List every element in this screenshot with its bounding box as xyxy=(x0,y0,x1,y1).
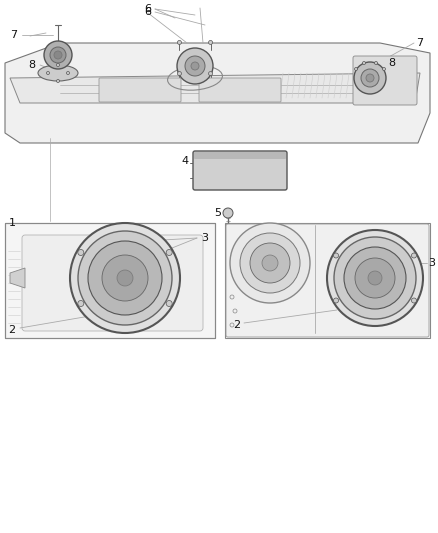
Circle shape xyxy=(354,62,386,94)
Text: 6: 6 xyxy=(145,7,152,17)
Text: 1: 1 xyxy=(8,218,15,228)
FancyBboxPatch shape xyxy=(22,235,203,331)
Text: 4: 4 xyxy=(181,156,189,166)
FancyBboxPatch shape xyxy=(353,56,417,105)
FancyBboxPatch shape xyxy=(226,224,429,337)
Text: 3: 3 xyxy=(428,258,435,268)
Circle shape xyxy=(54,51,62,59)
Circle shape xyxy=(363,61,365,64)
Circle shape xyxy=(250,243,290,283)
Circle shape xyxy=(411,253,417,258)
Circle shape xyxy=(355,258,395,298)
Text: 8: 8 xyxy=(389,58,396,68)
Circle shape xyxy=(240,233,300,293)
FancyBboxPatch shape xyxy=(99,78,181,102)
Ellipse shape xyxy=(38,65,78,81)
Circle shape xyxy=(70,223,180,333)
Circle shape xyxy=(50,47,66,63)
Circle shape xyxy=(46,71,49,75)
Polygon shape xyxy=(10,73,420,103)
FancyBboxPatch shape xyxy=(199,78,281,102)
Circle shape xyxy=(57,63,60,67)
Circle shape xyxy=(177,71,181,76)
Circle shape xyxy=(78,231,172,325)
Circle shape xyxy=(102,255,148,301)
Circle shape xyxy=(333,253,339,258)
Circle shape xyxy=(208,71,212,76)
Text: 6: 6 xyxy=(145,4,152,14)
Polygon shape xyxy=(5,223,215,338)
Circle shape xyxy=(208,41,212,44)
Circle shape xyxy=(230,223,310,303)
Text: 7: 7 xyxy=(11,30,18,40)
Circle shape xyxy=(88,241,162,315)
Circle shape xyxy=(191,62,199,70)
Polygon shape xyxy=(225,223,430,338)
Circle shape xyxy=(382,68,385,70)
Circle shape xyxy=(366,74,374,82)
Circle shape xyxy=(333,298,339,303)
Text: 3: 3 xyxy=(201,233,208,243)
Circle shape xyxy=(177,41,181,44)
Circle shape xyxy=(327,230,423,326)
Polygon shape xyxy=(10,268,25,288)
Circle shape xyxy=(374,61,378,64)
Circle shape xyxy=(78,301,84,306)
Text: 2: 2 xyxy=(233,320,240,330)
Circle shape xyxy=(223,208,233,218)
Circle shape xyxy=(344,247,406,309)
Text: 7: 7 xyxy=(417,38,424,48)
Circle shape xyxy=(166,249,172,255)
Circle shape xyxy=(57,79,60,83)
Text: 5: 5 xyxy=(215,208,222,218)
Text: 8: 8 xyxy=(205,60,212,70)
Circle shape xyxy=(44,41,72,69)
Circle shape xyxy=(368,271,382,285)
FancyBboxPatch shape xyxy=(194,152,286,159)
Text: 8: 8 xyxy=(28,60,35,70)
Circle shape xyxy=(334,237,416,319)
Circle shape xyxy=(185,56,205,76)
Polygon shape xyxy=(5,43,430,143)
Text: 2: 2 xyxy=(8,325,16,335)
Circle shape xyxy=(411,298,417,303)
Circle shape xyxy=(354,68,357,70)
Circle shape xyxy=(361,69,379,87)
FancyBboxPatch shape xyxy=(193,151,287,190)
Circle shape xyxy=(78,249,84,255)
Circle shape xyxy=(117,270,133,286)
Circle shape xyxy=(177,48,213,84)
Circle shape xyxy=(67,71,70,75)
Circle shape xyxy=(166,301,172,306)
Circle shape xyxy=(262,255,278,271)
